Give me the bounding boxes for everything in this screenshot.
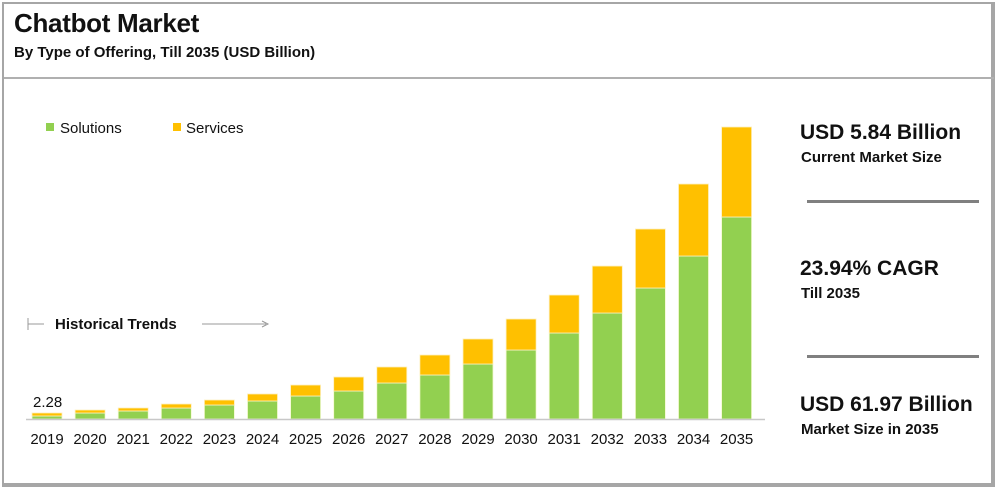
bar-services-2033	[635, 228, 666, 289]
x-tick-label-2035: 2035	[720, 431, 753, 448]
x-tick-label-2031: 2031	[548, 431, 581, 448]
kpi-current-market-label: Current Market Size	[801, 149, 942, 166]
bar-solutions-2019	[31, 415, 63, 420]
bar-services-2022	[160, 403, 192, 409]
page-title: Chatbot Market	[14, 8, 200, 38]
x-tick-label-2033: 2033	[634, 431, 667, 448]
chart-frame	[2, 2, 995, 487]
bar-services-2026	[333, 376, 365, 392]
bar-solutions-2022	[160, 407, 192, 420]
x-tick-label-2021: 2021	[117, 431, 150, 448]
bar-services-2021	[117, 407, 149, 412]
x-tick-label-2027: 2027	[375, 431, 408, 448]
kpi-2035-label: Market Size in 2035	[801, 421, 939, 438]
kpi-cagr-label: Till 2035	[801, 285, 860, 302]
x-tick-label-2023: 2023	[203, 431, 236, 448]
x-tick-label-2025: 2025	[289, 431, 322, 448]
bar-solutions-2030	[505, 349, 537, 420]
x-tick-label-2024: 2024	[246, 431, 279, 448]
bar-services-2034	[678, 183, 709, 257]
bar-solutions-2031	[548, 332, 580, 420]
kpi-cagr-value: 23.94% CAGR	[800, 257, 939, 280]
bar-solutions-2021	[117, 410, 149, 420]
bar-services-2032	[591, 265, 623, 314]
legend-label-solutions: Solutions	[60, 120, 122, 137]
kpi-divider-2	[807, 355, 979, 358]
x-tick-label-2030: 2030	[504, 431, 537, 448]
historical-trends-label: Historical Trends	[55, 316, 177, 333]
x-tick-label-2029: 2029	[461, 431, 494, 448]
header-divider	[4, 77, 994, 79]
kpi-current-market-value: USD 5.84 Billion	[800, 121, 962, 144]
bar-services-2025	[290, 384, 322, 397]
bar-solutions-2024	[247, 400, 278, 420]
bar-solutions-2028	[419, 374, 451, 420]
bar-solutions-2026	[333, 390, 365, 420]
bar-solutions-2020	[74, 412, 106, 420]
bar-solutions-2025	[290, 395, 322, 420]
bar-services-2019	[31, 412, 63, 417]
bar-services-2035	[721, 126, 752, 218]
bar-services-2028	[419, 354, 451, 376]
bars-group	[31, 126, 752, 420]
x-tick-label-2034: 2034	[677, 431, 710, 448]
bar-services-2024	[247, 393, 278, 402]
kpi-2035-value: USD 61.97 Billion	[800, 393, 973, 416]
legend-swatch-solutions	[46, 123, 54, 131]
x-tick-label-2022: 2022	[160, 431, 193, 448]
legend-label-services: Services	[186, 120, 244, 137]
x-axis-labels: 2019 2020 2021 2022 2023 2024 2025 2026 2027 2028…	[30, 431, 753, 448]
x-tick-label-2019: 2019	[30, 431, 63, 448]
bar-services-2029	[462, 338, 494, 365]
bar-services-2027	[376, 366, 408, 384]
data-label-2019: 2.28	[33, 394, 62, 411]
bar-services-2023	[203, 399, 235, 406]
bar-services-2020	[74, 409, 106, 414]
kpi-divider-1	[807, 200, 979, 203]
x-tick-label-2028: 2028	[418, 431, 451, 448]
x-tick-label-2026: 2026	[332, 431, 365, 448]
bar-solutions-2032	[591, 312, 623, 420]
bar-solutions-2035	[721, 216, 752, 420]
bar-solutions-2027	[376, 382, 408, 420]
bar-solutions-2034	[678, 255, 709, 420]
bar-services-2031	[548, 294, 580, 334]
x-tick-label-2032: 2032	[591, 431, 624, 448]
legend-swatch-services	[173, 123, 181, 131]
bar-solutions-2033	[635, 287, 666, 420]
page-subtitle: By Type of Offering, Till 2035 (USD Bill…	[14, 44, 316, 61]
bar-solutions-2023	[203, 404, 235, 420]
x-tick-label-2020: 2020	[73, 431, 106, 448]
trend-arrow-head-icon	[261, 320, 270, 328]
bar-services-2030	[505, 318, 537, 351]
bar-solutions-2029	[462, 363, 494, 420]
